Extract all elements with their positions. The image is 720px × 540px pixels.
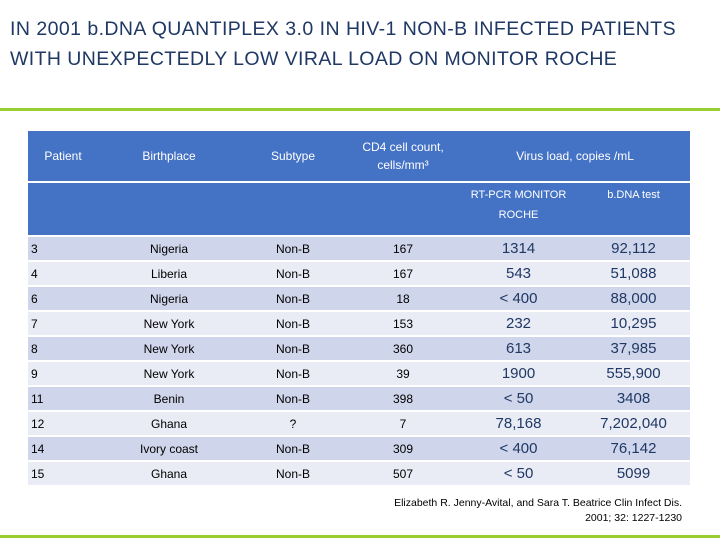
cell-cd4: 398: [346, 386, 460, 412]
cell-subtype: Non-B: [240, 461, 346, 487]
cell-birthplace: New York: [98, 311, 240, 337]
cell-birthplace: Benin: [98, 386, 240, 412]
cell-bdna: 92,112: [577, 236, 690, 262]
table-row: 8 New York Non-B 360 613 37,985: [28, 336, 690, 362]
header-rtpcr: RT-PCR MONITOR ROCHE: [460, 182, 577, 237]
cell-rtpcr: 1900: [460, 361, 577, 387]
cell-birthplace: New York: [98, 361, 240, 387]
cell-rtpcr: 1314: [460, 236, 577, 262]
table-body: 3 Nigeria Non-B 167 1314 92,112 4 Liberia Non-B 1…: [28, 236, 690, 487]
cell-birthplace: New York: [98, 336, 240, 362]
table-row: 7 New York Non-B 153 232 10,295: [28, 311, 690, 337]
cell-bdna: 3408: [577, 386, 690, 412]
cell-cd4: 18: [346, 286, 460, 312]
cell-patient: 6: [28, 286, 98, 312]
cell-birthplace: Ghana: [98, 461, 240, 487]
title-divider: [0, 108, 720, 111]
header-bdna: b.DNA test: [577, 182, 690, 237]
table-row: 14 Ivory coast Non-B 309 < 400 76,142: [28, 436, 690, 462]
table-row: 3 Nigeria Non-B 167 1314 92,112: [28, 236, 690, 262]
cell-patient: 14: [28, 436, 98, 462]
header-cd4: CD4 cell count, cells/mm³: [346, 131, 460, 183]
table-row: 9 New York Non-B 39 1900 555,900: [28, 361, 690, 387]
citation: Elizabeth R. Jenny-Avital, and Sara T. B…: [342, 496, 682, 526]
cell-subtype: ?: [240, 411, 346, 437]
cell-subtype: Non-B: [240, 336, 346, 362]
cell-cd4: 507: [346, 461, 460, 487]
header-subtype: Subtype: [240, 131, 346, 183]
cell-bdna: 76,142: [577, 436, 690, 462]
table-subheader-row: RT-PCR MONITOR ROCHE b.DNA test: [28, 182, 690, 237]
cell-patient: 3: [28, 236, 98, 262]
cell-bdna: 88,000: [577, 286, 690, 312]
cell-birthplace: Ivory coast: [98, 436, 240, 462]
cell-bdna: 555,900: [577, 361, 690, 387]
cell-rtpcr: 232: [460, 311, 577, 337]
cell-cd4: 167: [346, 261, 460, 287]
cell-subtype: Non-B: [240, 386, 346, 412]
citation-line-1: Elizabeth R. Jenny-Avital, and Sara T. B…: [394, 497, 682, 509]
cell-bdna: 37,985: [577, 336, 690, 362]
cell-subtype: Non-B: [240, 261, 346, 287]
cell-cd4: 167: [346, 236, 460, 262]
cell-patient: 8: [28, 336, 98, 362]
cell-birthplace: Liberia: [98, 261, 240, 287]
cell-cd4: 360: [346, 336, 460, 362]
cell-patient: 12: [28, 411, 98, 437]
header-birthplace: Birthplace: [98, 131, 240, 183]
cell-bdna: 51,088: [577, 261, 690, 287]
cell-rtpcr: 78,168: [460, 411, 577, 437]
cell-cd4: 7: [346, 411, 460, 437]
cell-birthplace: Nigeria: [98, 286, 240, 312]
cell-birthplace: Ghana: [98, 411, 240, 437]
cell-subtype: Non-B: [240, 236, 346, 262]
table-row: 15 Ghana Non-B 507 < 50 5099: [28, 461, 690, 487]
table-row: 11 Benin Non-B 398 < 50 3408: [28, 386, 690, 412]
table-row: 6 Nigeria Non-B 18 < 400 88,000: [28, 286, 690, 312]
cell-subtype: Non-B: [240, 286, 346, 312]
table-header-row: Patient Birthplace Subtype CD4 cell coun…: [28, 131, 690, 183]
table-row: 4 Liberia Non-B 167 543 51,088: [28, 261, 690, 287]
cell-subtype: Non-B: [240, 311, 346, 337]
cell-rtpcr: 543: [460, 261, 577, 287]
cell-rtpcr: < 400: [460, 286, 577, 312]
cell-subtype: Non-B: [240, 361, 346, 387]
cell-patient: 15: [28, 461, 98, 487]
cell-bdna: 5099: [577, 461, 690, 487]
cell-rtpcr: < 50: [460, 386, 577, 412]
cell-patient: 4: [28, 261, 98, 287]
cell-rtpcr: < 50: [460, 461, 577, 487]
cell-subtype: Non-B: [240, 436, 346, 462]
cell-cd4: 39: [346, 361, 460, 387]
cell-patient: 11: [28, 386, 98, 412]
cell-cd4: 309: [346, 436, 460, 462]
cell-birthplace: Nigeria: [98, 236, 240, 262]
header-patient: Patient: [28, 131, 98, 183]
cell-patient: 7: [28, 311, 98, 337]
header-virus-load: Virus load, copies /mL: [460, 131, 690, 183]
cell-rtpcr: < 400: [460, 436, 577, 462]
table-row: 12 Ghana? 7 78,168 7,202,040: [28, 411, 690, 437]
cell-patient: 9: [28, 361, 98, 387]
viral-load-table: Patient Birthplace Subtype CD4 cell coun…: [28, 131, 690, 487]
cell-bdna: 7,202,040: [577, 411, 690, 437]
bottom-divider: [0, 535, 720, 538]
cell-bdna: 10,295: [577, 311, 690, 337]
citation-line-2: 2001; 32: 1227-1230: [585, 512, 682, 524]
cell-cd4: 153: [346, 311, 460, 337]
slide-title: IN 2001 b.DNA QUANTIPLEX 3.0 IN HIV-1 NO…: [10, 18, 676, 70]
cell-rtpcr: 613: [460, 336, 577, 362]
